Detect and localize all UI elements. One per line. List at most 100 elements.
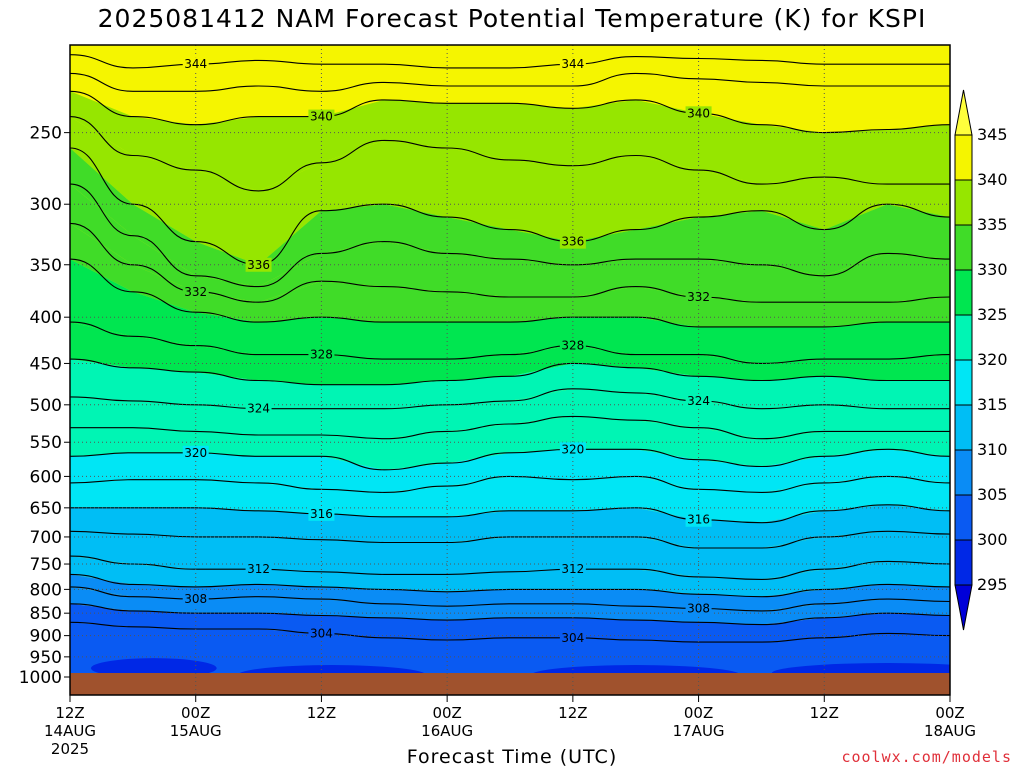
contour-label-bg (559, 338, 586, 353)
contour-label-bg (559, 562, 586, 577)
fill-band (70, 184, 950, 303)
contour-label-bg (182, 592, 209, 607)
plot-frame (69, 44, 951, 696)
contour-label: 320 (561, 442, 584, 456)
contour-label-bg (685, 601, 712, 616)
isentrope-342 (70, 72, 950, 92)
contour-label-bg (245, 562, 272, 577)
colorbar-label: 310 (977, 440, 1008, 459)
x-tick-date: 14AUG (44, 722, 96, 740)
contour-label-bg (559, 234, 586, 249)
fill-band (70, 603, 950, 643)
colorbar-label: 325 (977, 305, 1008, 324)
contour-labels: 344 344 340 340 336 336 332 332 328 328 324 324 320 3… (182, 57, 712, 645)
x-tick-label: 00Z (935, 704, 964, 722)
x-tick-label: 00Z (432, 704, 461, 722)
ground-strip (70, 673, 950, 695)
chart-title: 2025081412 NAM Forecast Potential Temper… (97, 4, 927, 33)
contour-label: 304 (561, 631, 584, 645)
colorbar-top-arrow (954, 89, 973, 136)
y-tick-label: 600 (30, 467, 62, 487)
y-tick-label: 700 (30, 528, 62, 548)
fill-band (70, 223, 950, 327)
isentrope-340 (70, 90, 950, 134)
contour-label: 336 (561, 235, 584, 249)
credit-text: coolwx.com/models (841, 748, 1012, 766)
grid-lines (70, 45, 950, 695)
isentrope-306 (70, 603, 950, 626)
isentrope-338 (70, 116, 950, 192)
contour-label: 308 (687, 602, 710, 616)
colorbar-swatch (954, 449, 973, 496)
contour-label-bg (559, 442, 586, 457)
fill-band (70, 54, 950, 92)
x-tick-year: 2025 (51, 740, 89, 758)
isentrope-lines (70, 54, 950, 643)
colorbar-label: 300 (977, 530, 1008, 549)
x-axis-title: Forecast Time (UTC) (406, 746, 618, 768)
y-tick-label: 750 (30, 555, 62, 575)
isentrope-322 (70, 415, 950, 440)
fill-band (70, 556, 950, 597)
x-tick-label: 00Z (684, 704, 713, 722)
contour-label: 324 (687, 394, 710, 408)
contour-label: 324 (247, 402, 270, 416)
isentrope-312 (70, 555, 950, 580)
contour-label: 328 (310, 348, 333, 362)
colorbar-swatch (954, 539, 973, 586)
contour-label: 320 (184, 446, 207, 460)
fill-band-pocket (533, 665, 739, 673)
colorbar-label: 295 (977, 575, 1008, 594)
fill-band-pocket (239, 665, 425, 673)
y-tick-label: 450 (30, 354, 62, 374)
isentrope-314 (70, 530, 950, 549)
y-tick-label: 300 (30, 195, 62, 215)
contour-label: 340 (687, 106, 710, 120)
fill-band (70, 91, 950, 191)
contour-label-bg (685, 106, 712, 121)
fill-band (70, 531, 950, 580)
contour-label: 312 (561, 562, 584, 576)
colorbar-label: 345 (977, 125, 1008, 144)
contour-label-bg (308, 506, 335, 521)
contour-label: 332 (687, 290, 710, 304)
contour-label: 308 (184, 592, 207, 606)
isentrope-316 (70, 504, 950, 524)
fill-band (70, 388, 950, 439)
contour-label: 344 (561, 57, 584, 71)
fill-band (70, 322, 950, 385)
colorbar-swatch (954, 269, 973, 316)
colorbar-label: 340 (977, 170, 1008, 189)
isentrope-330 (70, 258, 950, 328)
fill-band (70, 416, 950, 470)
contour-label-bg (559, 630, 586, 645)
isentrope-308 (70, 586, 950, 612)
contour-label-bg (685, 512, 712, 527)
colorbar-swatch (954, 359, 973, 406)
y-tick-label: 850 (30, 604, 62, 624)
contour-label: 312 (247, 562, 270, 576)
y-tick-label: 550 (30, 433, 62, 453)
contour-label-bg (182, 284, 209, 299)
y-tick-label: 250 (30, 124, 62, 144)
x-tick-label: 12Z (55, 704, 84, 722)
x-tick-date: 18AUG (924, 722, 976, 740)
contour-label: 304 (310, 626, 333, 640)
isentrope-310 (70, 573, 950, 598)
y-tick-label: 900 (30, 627, 62, 647)
fill-band (70, 586, 950, 625)
fill-band (70, 116, 950, 265)
contour-label-bg (308, 626, 335, 641)
fill-band (70, 622, 950, 673)
x-tick-date: 16AUG (421, 722, 473, 740)
isentrope-344 (70, 54, 950, 69)
colorbar-bottom-arrow (954, 584, 973, 631)
isentrope-320 (70, 448, 950, 471)
contour-label-bg (308, 347, 335, 362)
fill-band (70, 449, 950, 493)
fill-band (70, 259, 950, 364)
fill-band (70, 148, 950, 287)
isentrope-304 (70, 621, 950, 643)
